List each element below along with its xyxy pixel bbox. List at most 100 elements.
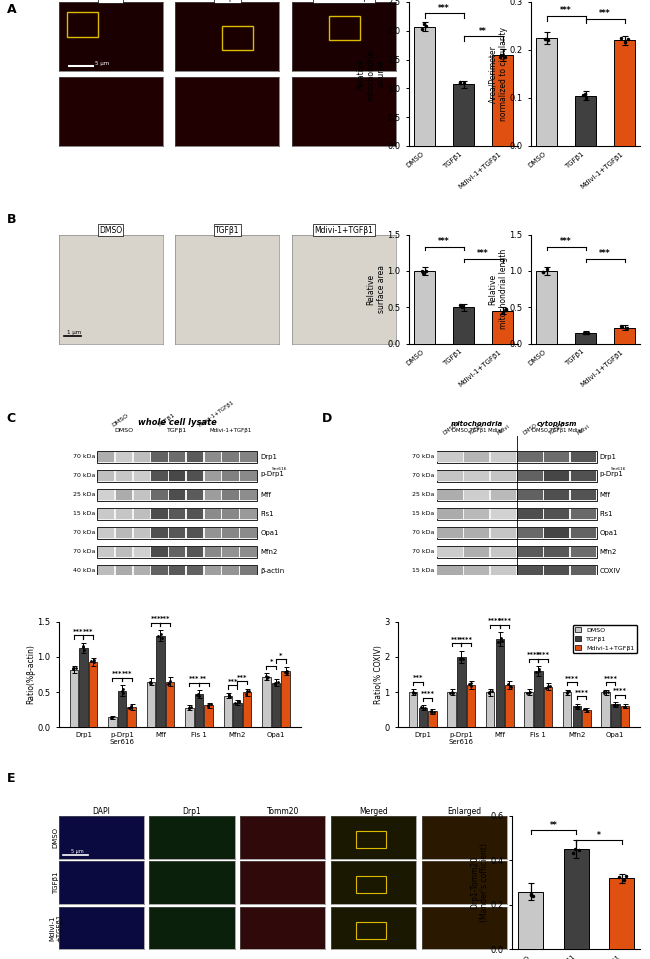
Bar — [151, 566, 168, 575]
Bar — [98, 547, 114, 556]
Bar — [222, 566, 239, 575]
Bar — [614, 40, 635, 146]
Text: Drp1: Drp1 — [260, 454, 277, 459]
Bar — [79, 647, 88, 727]
Bar — [491, 566, 516, 575]
Bar — [611, 705, 619, 727]
Title: Drp1: Drp1 — [183, 807, 202, 816]
Text: E: E — [6, 772, 15, 785]
Text: Ser616: Ser616 — [271, 467, 287, 471]
Bar — [571, 471, 596, 480]
Bar — [272, 683, 280, 727]
Text: *: * — [270, 659, 273, 666]
Text: ****: **** — [565, 675, 579, 682]
Title: Mdivi-1+TGFβ1: Mdivi-1+TGFβ1 — [315, 0, 374, 2]
Title: Mdivi-1+TGFβ1: Mdivi-1+TGFβ1 — [315, 225, 374, 235]
Bar — [151, 528, 168, 538]
Text: ***: *** — [560, 237, 572, 246]
Bar — [127, 707, 136, 727]
Bar — [240, 547, 257, 556]
Title: Enlarged: Enlarged — [447, 807, 481, 816]
Bar — [517, 509, 543, 519]
Text: ****: **** — [604, 675, 618, 682]
Title: TGFβ1: TGFβ1 — [215, 225, 240, 235]
Text: 1 μm: 1 μm — [67, 330, 81, 335]
Title: DMSO: DMSO — [99, 225, 122, 235]
Text: ***: *** — [227, 679, 238, 685]
Text: A: A — [6, 3, 16, 16]
Bar — [563, 692, 571, 727]
Text: D: D — [322, 412, 332, 426]
Bar — [517, 528, 543, 538]
Bar — [544, 490, 569, 500]
Y-axis label: Relative
surface area: Relative surface area — [367, 265, 386, 313]
Text: ****: **** — [488, 619, 502, 624]
Bar — [281, 671, 290, 727]
Bar — [133, 509, 150, 519]
Text: Mdivi: Mdivi — [496, 424, 510, 436]
Bar — [133, 452, 150, 461]
Bar — [414, 27, 436, 146]
Title: Tomm20: Tomm20 — [266, 807, 299, 816]
Bar — [571, 566, 596, 575]
Bar — [571, 547, 596, 556]
Bar — [495, 640, 504, 727]
Title: DMSO: DMSO — [99, 0, 122, 2]
Bar — [205, 452, 221, 461]
Bar — [437, 452, 463, 461]
Y-axis label: DMSO: DMSO — [53, 827, 58, 848]
Bar — [505, 685, 514, 727]
Bar — [240, 528, 257, 538]
Bar — [116, 452, 132, 461]
Bar — [116, 528, 132, 538]
Bar — [571, 490, 596, 500]
Title: DAPI: DAPI — [92, 807, 110, 816]
Bar — [543, 687, 552, 727]
Y-axis label: Drp1-Tomm20
(Mander's cofficient): Drp1-Tomm20 (Mander's cofficient) — [470, 843, 489, 923]
Bar — [491, 490, 516, 500]
Bar — [187, 452, 203, 461]
Bar — [525, 692, 533, 727]
Bar — [544, 528, 569, 538]
Bar — [517, 547, 543, 556]
Bar — [224, 695, 232, 727]
Bar — [464, 452, 489, 461]
Bar — [356, 922, 386, 939]
Bar — [187, 471, 203, 480]
Bar — [205, 471, 221, 480]
Bar — [98, 566, 114, 575]
Bar — [118, 690, 126, 727]
Bar — [491, 471, 516, 480]
Text: ****: **** — [421, 691, 435, 697]
Text: 5 μm: 5 μm — [72, 850, 84, 854]
Text: ****: **** — [536, 652, 550, 658]
Text: ****: **** — [459, 637, 473, 643]
Bar — [151, 452, 168, 461]
Bar — [205, 566, 221, 575]
Text: DMSO: DMSO — [442, 423, 458, 436]
Bar — [146, 682, 155, 727]
Bar — [98, 451, 257, 462]
Bar — [222, 471, 239, 480]
Bar — [437, 547, 463, 556]
Bar — [205, 509, 221, 519]
Y-axis label: Relative
mitochondrial
volume: Relative mitochondrial volume — [356, 47, 386, 101]
Bar — [453, 307, 474, 343]
Bar — [428, 712, 437, 727]
Bar — [205, 547, 221, 556]
Text: ***: *** — [599, 249, 611, 258]
Text: 70 kDa: 70 kDa — [412, 474, 435, 479]
Bar — [169, 452, 185, 461]
Bar — [486, 692, 495, 727]
Text: TGFβ1: TGFβ1 — [468, 422, 485, 436]
Bar — [187, 490, 203, 500]
Text: DMSO: DMSO — [114, 428, 133, 433]
Text: 15 kDa: 15 kDa — [413, 569, 435, 573]
Bar — [243, 692, 252, 727]
Bar — [356, 830, 386, 848]
Bar — [98, 470, 257, 481]
Text: Mff: Mff — [599, 492, 610, 498]
Text: whole cell lysate: whole cell lysate — [138, 418, 216, 428]
Bar — [222, 452, 239, 461]
Bar — [133, 528, 150, 538]
